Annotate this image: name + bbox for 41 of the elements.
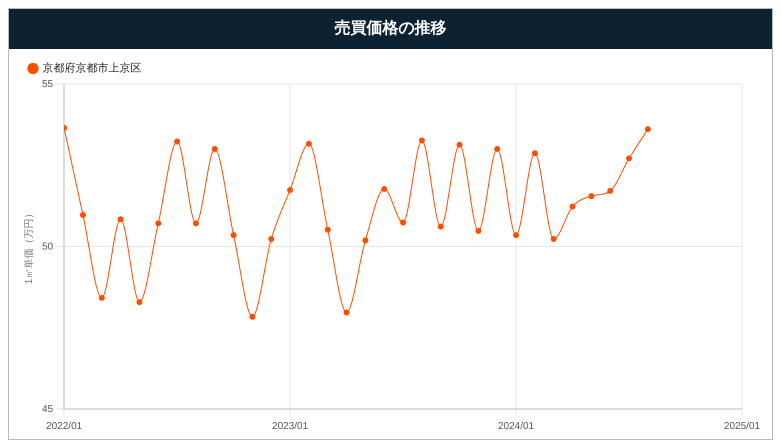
legend-label: 京都府京都市上京区 — [42, 62, 142, 75]
y-axis-title: 1㎡単価（万円） — [24, 208, 35, 284]
point — [418, 138, 425, 144]
point — [249, 314, 256, 320]
x-tick-label: 2022/01 — [46, 420, 83, 432]
point — [324, 226, 331, 233]
point — [306, 140, 312, 147]
point — [626, 155, 632, 162]
point — [381, 186, 388, 192]
point — [607, 188, 614, 194]
point — [588, 193, 594, 200]
point — [230, 232, 237, 238]
point — [456, 142, 463, 148]
x-tick-label: 2025/01 — [724, 420, 761, 432]
point — [344, 309, 350, 316]
point — [98, 294, 105, 301]
point — [80, 212, 86, 218]
x-tick-label: 2024/01 — [498, 420, 535, 432]
point — [513, 232, 520, 238]
x-tick-label: 2023/01 — [272, 420, 309, 432]
point — [212, 146, 218, 152]
point — [268, 236, 274, 242]
point — [570, 204, 576, 210]
point — [644, 126, 651, 132]
point — [118, 216, 124, 222]
point — [174, 138, 180, 145]
point — [136, 299, 142, 306]
point — [400, 219, 406, 226]
point — [475, 228, 482, 234]
y-tick-label: 45 — [42, 404, 54, 415]
y-tick-label: 50 — [42, 241, 54, 252]
point — [532, 150, 538, 156]
y-tick-label: 55 — [42, 78, 54, 90]
point — [192, 220, 199, 226]
point — [438, 224, 444, 230]
point — [287, 186, 294, 193]
point — [155, 220, 162, 226]
point — [362, 237, 368, 244]
chart-title: 売買価格の推移 — [9, 9, 772, 49]
point — [550, 236, 557, 242]
point — [494, 146, 500, 152]
